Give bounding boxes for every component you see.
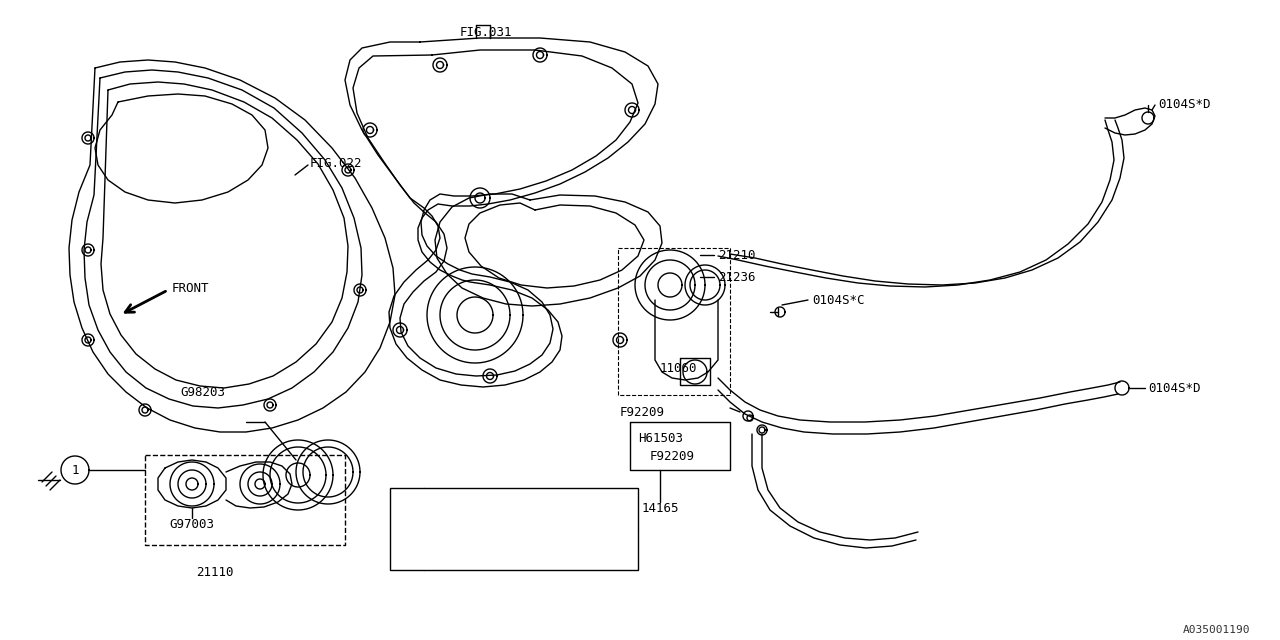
Text: 1: 1 [403,522,411,536]
Bar [390,488,637,570]
Text: 21110: 21110 [196,566,234,579]
Text: G97003: G97003 [169,518,215,531]
Text: FIG.031: FIG.031 [460,26,512,38]
Text: G98203: G98203 [180,387,225,399]
Text: FIG.022: FIG.022 [310,157,362,170]
Text: 11060: 11060 [660,362,698,374]
Text: 0104S*B(-0612): 0104S*B(-0612) [477,500,582,513]
Text: 21210: 21210 [718,248,755,262]
Text: A035001190: A035001190 [1183,625,1251,635]
Text: 0104S*D: 0104S*D [1148,381,1201,394]
Text: F92209: F92209 [650,449,695,463]
Text: F92209: F92209 [620,406,666,419]
Text: A7068  (0701-): A7068 (0701-) [477,541,582,554]
Text: 0104S*D: 0104S*D [1158,97,1211,111]
Text: H61503: H61503 [637,431,684,445]
Text: FRONT: FRONT [172,282,210,294]
Text: 21236: 21236 [718,271,755,284]
Text: 0104S*C: 0104S*C [812,294,864,307]
Text: 1: 1 [72,463,79,477]
Text: 14165: 14165 [641,502,678,515]
